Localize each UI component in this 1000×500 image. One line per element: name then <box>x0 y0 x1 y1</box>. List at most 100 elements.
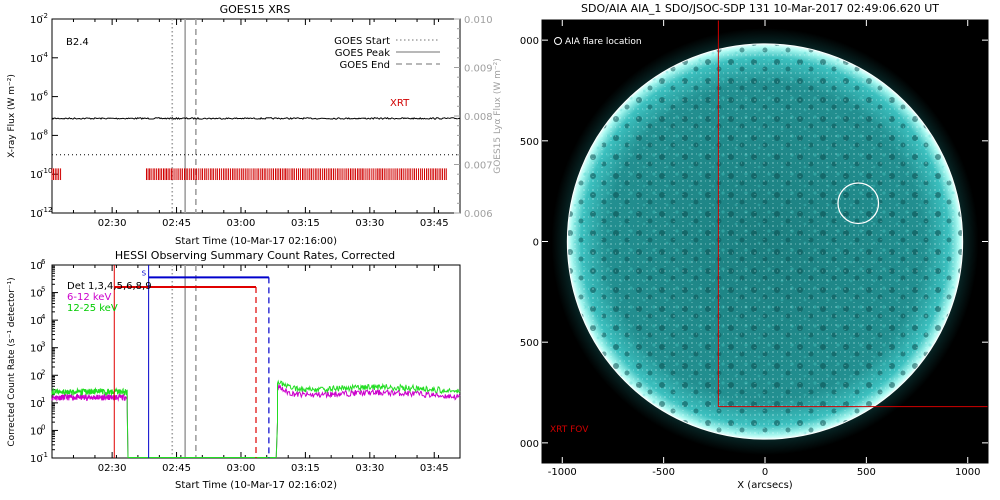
legend-label: GOES Start <box>334 36 390 47</box>
goes-chart-title: GOES15 XRS <box>220 3 291 16</box>
xrt-fov-label: XRT FOV <box>550 425 589 435</box>
y-tick-label: 10 <box>30 426 43 437</box>
hessi-x-axis-label: Start Time (10-Mar-17 02:16:02) <box>175 480 337 491</box>
y-tick-label: 10 <box>30 371 43 382</box>
x-tick-label: 03:45 <box>420 218 449 229</box>
y-tick-label: 500 <box>520 137 539 148</box>
goes-plot-frame <box>51 18 461 214</box>
y-tick-exponent: -12 <box>41 206 52 214</box>
y-tick-label: 10 <box>30 15 43 26</box>
y-tick-exponent: -8 <box>41 128 48 136</box>
aia-x-axis-label: X (arcsecs) <box>737 480 793 491</box>
y2-tick-label: 0.006 <box>464 209 493 220</box>
goes-xrs-chart: GOES15 XRS 02:30 02:45 03:00 03:15 03:30 03:4… <box>7 3 503 247</box>
y-tick-label: 10 <box>30 454 43 465</box>
y-tick-exponent: 2 <box>41 368 45 376</box>
y-tick-label: 10 <box>30 209 43 220</box>
y-tick-exponent: 5 <box>41 286 45 294</box>
aia-image-title: SDO/AIA AIA_1 SDO/JSOC-SDP 131 10-Mar-20… <box>581 2 939 15</box>
sun-coordinate-grid <box>567 43 963 440</box>
x-tick-label: 02:45 <box>162 218 191 229</box>
x-tick-label: 03:00 <box>227 218 256 229</box>
series-lya-flux <box>51 116 461 120</box>
hessi-markers: S <box>113 265 270 458</box>
sun-limb <box>566 43 964 440</box>
x-tick-label: 0 <box>762 467 768 478</box>
series-line <box>51 386 129 459</box>
goes-xrt-label: XRT <box>390 98 410 109</box>
y-tick-label: 1000 <box>520 36 539 47</box>
y-tick-exponent: -1 <box>41 451 48 459</box>
y-tick-label: 10 <box>30 316 43 327</box>
series-line <box>51 392 129 459</box>
x-tick-label: 03:15 <box>291 463 320 474</box>
x-tick-label: 03:30 <box>355 463 384 474</box>
y-tick-label: 10 <box>30 131 43 142</box>
y-tick-label: 10 <box>30 399 43 410</box>
y-tick-label: 10 <box>30 93 43 104</box>
marker-label: S <box>142 269 147 277</box>
series-line <box>275 379 461 459</box>
hessi-axis-ticks: 02:30 02:45 03:00 03:15 03:30 03:4510-1100101… <box>30 258 461 474</box>
aia-flare-legend: AIA flare location <box>554 37 642 47</box>
aia-solar-image: SDO/AIA AIA_1 SDO/JSOC-SDP 131 10-Mar-20… <box>520 2 989 491</box>
x-tick-label: 1000 <box>955 467 980 478</box>
goes-xrt-coverage <box>51 168 447 181</box>
flare-legend-label: AIA flare location <box>565 37 642 47</box>
y-tick-label: 10 <box>30 261 43 272</box>
goes-flare-class: B2.4 <box>66 37 89 48</box>
x-tick-label: 03:00 <box>227 463 256 474</box>
x-tick-label: 03:45 <box>420 463 449 474</box>
goes-y-axis-label: X-ray Flux (W m⁻²) <box>7 74 17 158</box>
legend-label: 12-25 keV <box>67 303 118 314</box>
y-tick-exponent: 3 <box>41 341 45 349</box>
aia-axis-ticks: -1000 -500 0 500 1000 -1000 -500 0 500 1000 <box>520 20 988 478</box>
hessi-event-lines <box>171 265 197 458</box>
goes-event-lines <box>171 19 197 213</box>
goes-series <box>51 116 461 156</box>
hessi-series <box>51 379 461 459</box>
y-tick-exponent: 6 <box>41 258 46 266</box>
y2-tick-label: 0.007 <box>464 161 493 172</box>
y-tick-label: -1000 <box>520 439 539 450</box>
x-tick-label: 03:15 <box>291 218 320 229</box>
y-tick-exponent: -6 <box>41 90 49 98</box>
legend-label: GOES Peak <box>335 48 390 59</box>
hessi-count-rate-chart: HESSI Observing Summary Count Rates, Cor… <box>7 250 461 491</box>
y2-tick-label: 0.010 <box>464 15 493 26</box>
y-tick-label: 10 <box>30 344 43 355</box>
x-tick-label: 02:30 <box>98 463 127 474</box>
hessi-y-axis-label: Corrected Count Rate (s⁻¹ detector⁻¹) <box>7 277 17 446</box>
y-tick-label: 0 <box>533 238 539 249</box>
y-tick-label: -500 <box>520 338 539 349</box>
y-tick-exponent: 1 <box>41 396 45 404</box>
aia-sun <box>551 20 988 455</box>
y-tick-label: 10 <box>30 289 43 300</box>
legend-label: 6-12 keV <box>67 292 111 303</box>
goes-axis-ticks: 02:30 02:45 03:00 03:15 03:30 03:4510-1210-10… <box>30 12 493 229</box>
goes-x-axis-label: Start Time (10-Mar-17 02:16:00) <box>175 236 337 247</box>
x-tick-label: 500 <box>857 467 876 478</box>
legend-label: GOES End <box>340 60 390 71</box>
y-tick-exponent: -4 <box>41 51 49 59</box>
flare-legend-symbol <box>554 37 562 45</box>
x-tick-label: 02:45 <box>162 463 191 474</box>
hessi-chart-title: HESSI Observing Summary Count Rates, Cor… <box>115 250 395 262</box>
y-tick-exponent: 0 <box>41 423 45 431</box>
y2-tick-label: 0.008 <box>464 112 493 123</box>
x-tick-label: 03:30 <box>355 218 384 229</box>
y-tick-exponent: -2 <box>41 12 48 20</box>
y-tick-label: 10 <box>30 170 43 181</box>
x-tick-label: -1000 <box>548 467 577 478</box>
flare-location-circle <box>837 182 880 225</box>
x-tick-label: 02:30 <box>98 218 127 229</box>
y-tick-exponent: -10 <box>41 167 52 175</box>
series-line <box>275 384 461 459</box>
y-tick-exponent: 4 <box>41 313 46 321</box>
legend-label: Det 1,3,4,5,6,8,9 <box>67 281 152 292</box>
goes-y2-axis-label: GOES15 Lyα Flux (W m⁻²) <box>493 58 503 174</box>
y-tick-label: 10 <box>30 54 43 65</box>
y2-tick-label: 0.009 <box>464 64 493 75</box>
